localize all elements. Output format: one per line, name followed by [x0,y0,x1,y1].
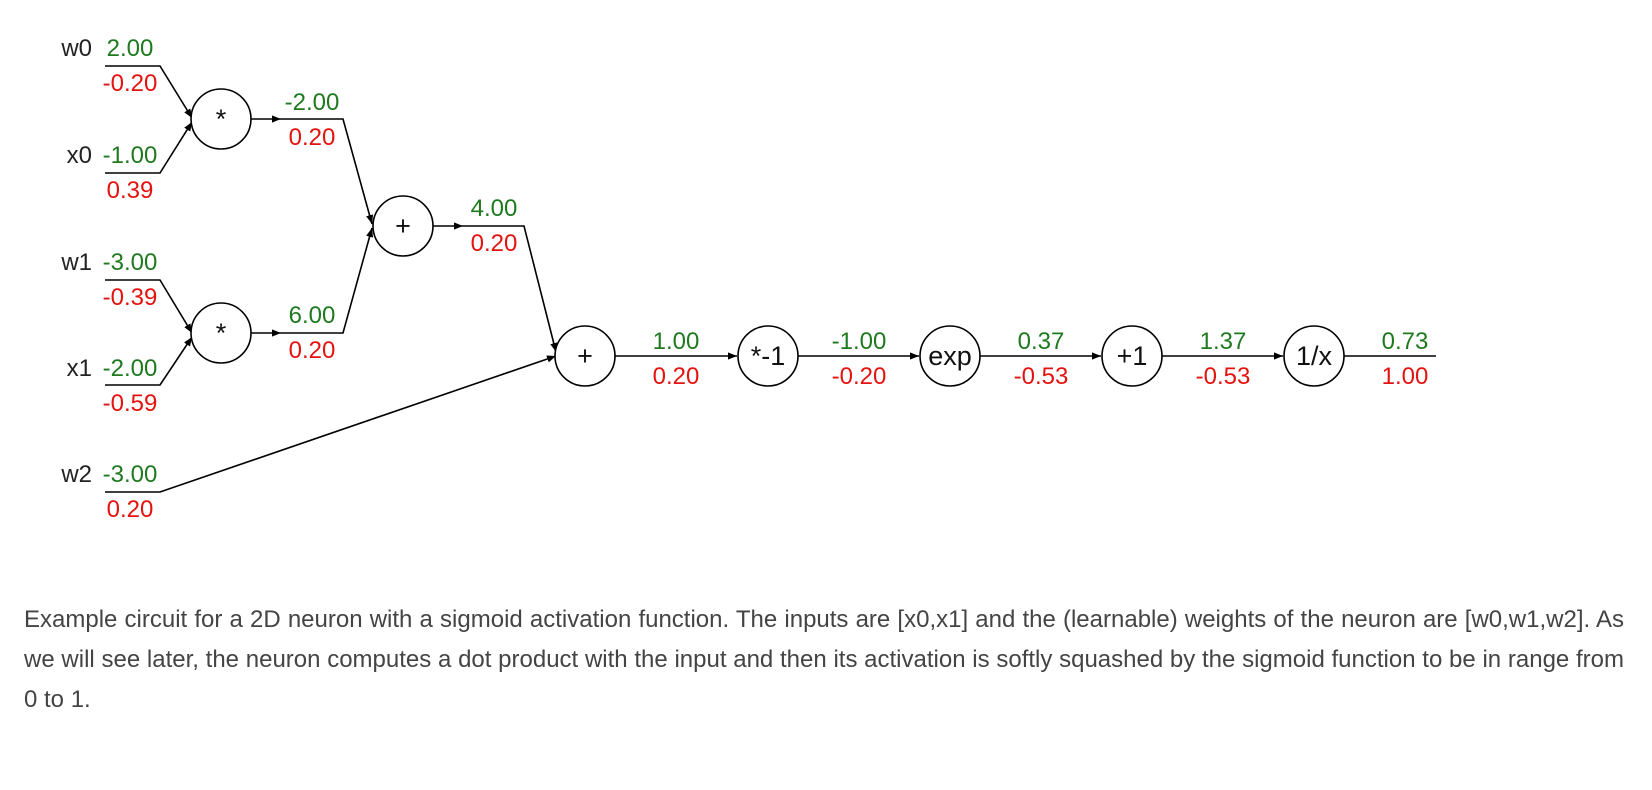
plus1-out-value: 1.37 [1200,328,1247,355]
svg-text:+1: +1 [1117,341,1148,371]
gate-mul1: * [190,302,252,364]
wire-w2 [105,355,557,493]
mul0-out-grad: 0.20 [289,124,336,151]
gate-neg: *-1 [737,325,799,387]
wire-x1 [105,336,193,386]
svg-text:*: * [216,318,227,348]
wire-x0 [105,121,193,174]
svg-text:exp: exp [928,341,972,371]
input-w1-name: w1 [60,249,92,276]
svg-text:*: * [216,104,227,134]
gate-plus1: +1 [1101,325,1163,387]
svg-text:+: + [577,341,593,371]
exp-out-value: 0.37 [1018,328,1065,355]
wire-w1 [105,279,193,334]
mul1-out-value: 6.00 [289,302,336,329]
wire-w0 [105,65,193,119]
input-w1-grad: -0.39 [103,284,158,311]
mul1-out-grad: 0.20 [289,337,336,364]
svg-text:+: + [395,211,411,241]
input-w2-grad: 0.20 [107,496,154,523]
input-w2-name: w2 [60,461,92,488]
input-x1-grad: -0.59 [103,390,158,417]
gate-inv: 1/x [1283,325,1345,387]
input-w0-name: w0 [60,35,92,62]
plus1-out-grad: -0.53 [1196,363,1251,390]
add1-out-grad: 0.20 [653,363,700,390]
input-w1-value: -3.00 [103,249,158,276]
add1-out-value: 1.00 [653,328,700,355]
neg-out-value: -1.00 [832,328,887,355]
gate-exp: exp [919,325,981,387]
figure-caption: Example circuit for a 2D neuron with a s… [24,606,1624,713]
input-w0-value: 2.00 [107,35,154,62]
input-x0-value: -1.00 [103,142,158,169]
inv-out-value: 0.73 [1382,328,1429,355]
input-w0-grad: -0.20 [103,70,158,97]
wire-add0-to-add1 [463,225,558,353]
input-x0-grad: 0.39 [107,177,154,204]
svg-text:*-1: *-1 [751,341,786,371]
wire-mul1-to-add0 [281,227,374,334]
gate-add1: + [554,325,616,387]
exp-out-grad: -0.53 [1014,363,1069,390]
input-x1-value: -2.00 [103,355,158,382]
add0-out-grad: 0.20 [471,230,518,257]
circuit-diagram: * * + + *-1 exp +1 1/x w0 2.00 -0.20 x0 … [60,35,1436,523]
svg-text:1/x: 1/x [1296,341,1333,371]
mul0-out-value: -2.00 [285,89,340,116]
neg-out-grad: -0.20 [832,363,887,390]
wire-mul0-to-add0 [281,118,374,225]
input-w2-value: -3.00 [103,461,158,488]
inv-out-grad: 1.00 [1382,363,1429,390]
gate-mul0: * [190,88,252,150]
add0-out-value: 4.00 [471,195,518,222]
input-x0-name: x0 [67,142,92,169]
gate-add0: + [372,195,434,257]
input-x1-name: x1 [67,355,92,382]
